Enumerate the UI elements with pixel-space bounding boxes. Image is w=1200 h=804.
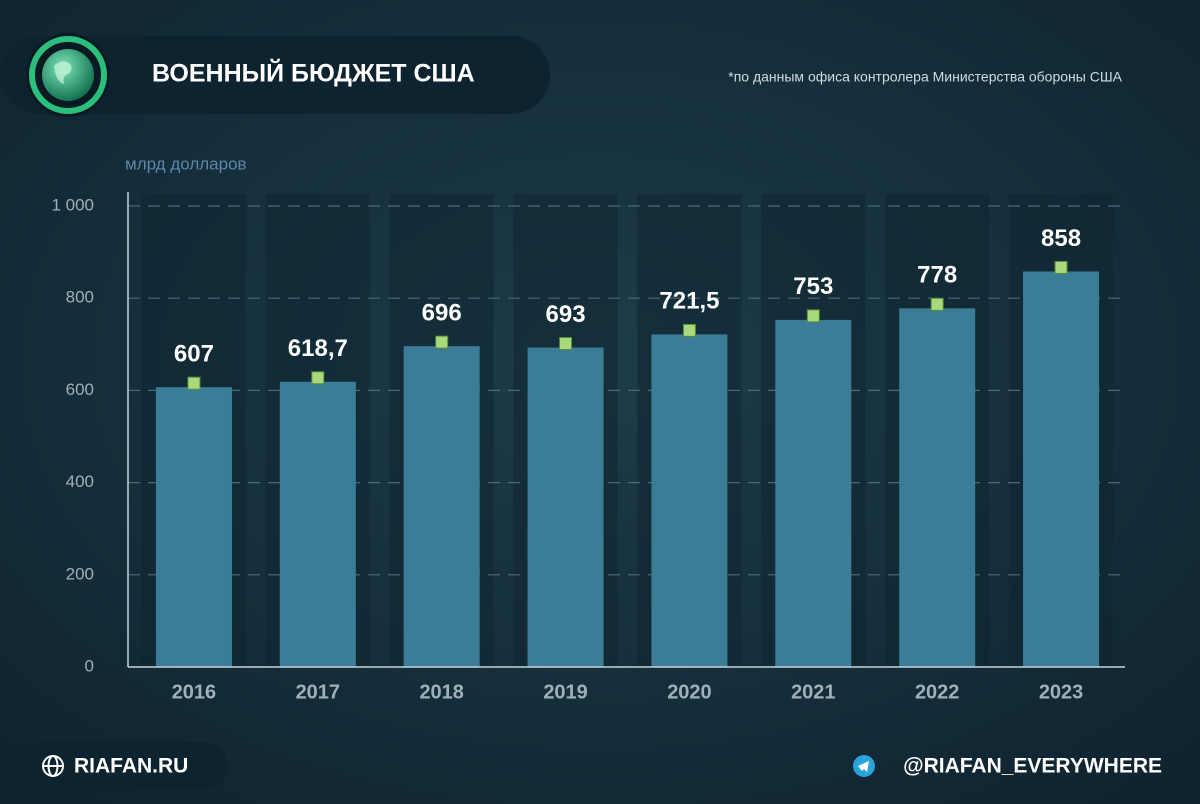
value-marker [311, 371, 325, 385]
bar [155, 387, 232, 667]
bar [279, 381, 356, 667]
value-label: 753 [793, 273, 833, 300]
globe-icon [42, 755, 64, 777]
x-tick-label: 2022 [915, 681, 960, 703]
value-label: 693 [546, 301, 586, 328]
value-marker [435, 335, 449, 349]
plot: 0 200 400 600 800 1 000 2016 607 2017 618,7 2018 69… [51, 192, 1125, 703]
y-tick-label: 200 [66, 564, 94, 583]
x-tick-label: 2018 [419, 681, 464, 703]
y-tick-label: 400 [66, 472, 94, 491]
x-tick-label: 2016 [172, 681, 217, 703]
x-tick-label: 2019 [543, 681, 588, 703]
bar [403, 346, 480, 667]
value-label: 607 [174, 341, 214, 368]
y-tick-label: 600 [66, 380, 94, 399]
value-marker [682, 323, 696, 337]
value-marker [930, 297, 944, 311]
value-label: 721,5 [659, 288, 719, 315]
x-tick-label: 2021 [791, 681, 836, 703]
bar [651, 334, 728, 667]
y-tick-label: 800 [66, 288, 94, 307]
value-label: 696 [422, 299, 462, 326]
x-tick-label: 2023 [1039, 681, 1084, 703]
y-tick-label: 1 000 [51, 195, 94, 214]
title-bar [0, 36, 550, 114]
bar [899, 308, 976, 667]
telegram-handle: @RIAFAN_EVERYWHERE [903, 755, 1162, 778]
value-marker [1054, 260, 1068, 274]
y-tick-label: 0 [85, 656, 94, 675]
bar [527, 347, 604, 667]
value-label: 778 [917, 262, 957, 289]
telegram-icon [853, 755, 875, 777]
chart-title: ВОЕННЫЙ БЮДЖЕТ США [152, 58, 475, 88]
bar [1023, 271, 1100, 667]
value-label: 858 [1041, 225, 1081, 252]
value-marker [806, 309, 820, 323]
x-tick-label: 2020 [667, 681, 712, 703]
value-marker [187, 376, 201, 390]
x-tick-label: 2017 [296, 681, 341, 703]
value-label: 618,7 [288, 335, 348, 362]
footer-pill [0, 742, 228, 790]
logo [26, 33, 110, 117]
site-link: RIAFAN.RU [74, 755, 188, 778]
y-axis-label: млрд долларов [125, 154, 247, 173]
bar [775, 319, 852, 667]
value-marker [559, 337, 573, 351]
subtitle: *по данным офиса контролера Министерства… [728, 69, 1122, 85]
